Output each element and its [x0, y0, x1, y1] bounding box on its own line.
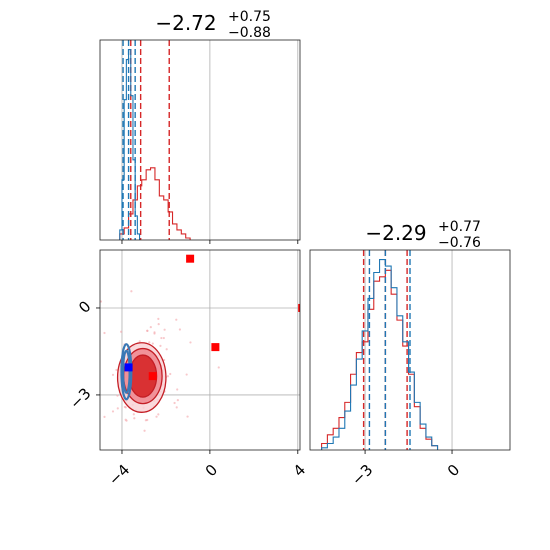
hist-panel-c1	[119, 40, 299, 240]
sample-point	[157, 317, 160, 320]
sample-point	[186, 415, 189, 418]
sample-point	[103, 415, 106, 418]
sample-point	[111, 373, 115, 376]
marker-0	[186, 254, 195, 263]
sample-point	[165, 348, 168, 351]
histogram-series-1	[321, 258, 439, 450]
joint-panel	[96, 250, 300, 450]
x-tick-label: 0	[202, 461, 221, 480]
param1-title-upper: +0.75	[228, 9, 271, 25]
y-tick-label: −3	[66, 384, 94, 412]
blue-contour-0	[120, 343, 133, 401]
sample-point	[125, 419, 128, 422]
sample-point	[153, 331, 156, 334]
sample-point	[159, 344, 162, 347]
param1-title-lower: −0.88	[228, 25, 271, 41]
sample-point	[144, 419, 147, 422]
x-tick-label: −3	[348, 461, 376, 489]
sample-point	[133, 417, 136, 420]
sample-point	[189, 341, 192, 344]
sample-point	[103, 331, 106, 335]
sample-point	[173, 401, 176, 405]
sample-point	[176, 399, 179, 402]
sample-point	[185, 373, 188, 376]
sample-point	[163, 328, 166, 331]
x-tick-label: 4	[290, 461, 309, 480]
marker-1	[211, 343, 220, 352]
marker-2	[298, 303, 300, 312]
panel-joint-frame	[99, 249, 301, 451]
y-tick-label: 0	[75, 297, 94, 316]
hist-panel-c3	[321, 250, 453, 450]
x-tick-label: 0	[444, 461, 463, 480]
sample-point	[116, 394, 119, 397]
sample-point	[146, 329, 149, 332]
param2-title-upper: +0.77	[438, 219, 481, 235]
sample-point	[166, 375, 170, 378]
sample-point	[160, 336, 163, 340]
sample-point	[176, 388, 179, 391]
sample-point	[96, 367, 98, 369]
sample-point	[138, 340, 141, 343]
sample-point	[175, 318, 178, 321]
sample-point	[178, 328, 182, 331]
sample-point	[123, 405, 126, 409]
sample-point	[157, 323, 160, 326]
sample-point	[116, 407, 119, 410]
sample-point	[111, 410, 115, 413]
sample-point	[115, 368, 118, 372]
param2-title: −2.29	[365, 221, 426, 245]
blue-contour-1	[121, 349, 131, 394]
panel-param1-frame	[99, 39, 301, 241]
x-tick-label: −4	[105, 461, 133, 489]
sample-point	[169, 372, 172, 376]
sample-point	[120, 330, 123, 333]
sample-point	[149, 326, 152, 329]
param2-title-lower: −0.76	[438, 235, 481, 251]
sample-point	[217, 366, 220, 369]
sample-point	[157, 413, 160, 416]
sample-point	[132, 413, 135, 416]
sample-point	[155, 415, 158, 418]
panel-param2-frame	[309, 249, 511, 451]
sample-point	[130, 290, 133, 293]
histogram-series-1	[119, 48, 141, 240]
marker-4	[124, 363, 133, 372]
param1-title: −2.72	[155, 11, 216, 35]
sample-point	[148, 341, 151, 344]
sample-point	[162, 336, 165, 340]
sample-point	[151, 342, 154, 345]
sample-point	[143, 429, 146, 432]
sample-point	[100, 300, 103, 303]
marker-3	[148, 372, 157, 381]
sample-point	[175, 406, 178, 409]
